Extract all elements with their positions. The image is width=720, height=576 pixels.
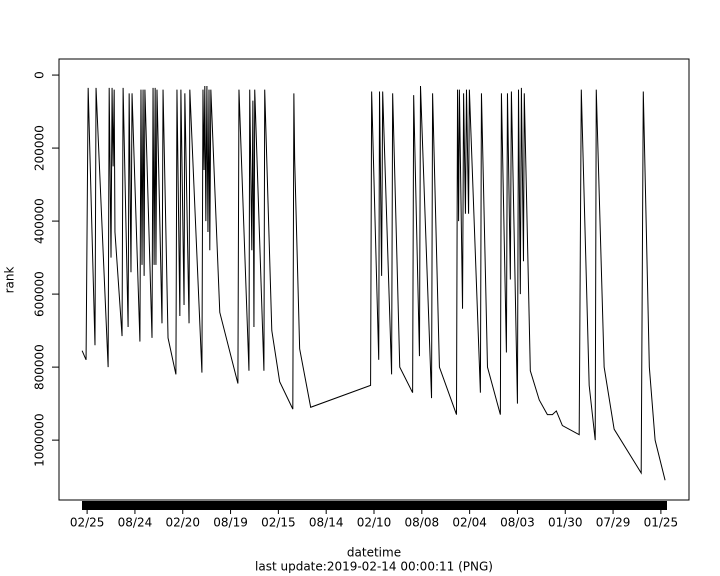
y-tick-label: 0	[33, 71, 47, 79]
x-axis-title: datetime	[347, 546, 401, 560]
y-tick-label: 400000	[33, 198, 47, 244]
x-tick-label: 02/25	[70, 516, 105, 530]
y-tick-label: 600000	[33, 271, 47, 317]
x-tick-label: 08/03	[500, 516, 535, 530]
footer: last update:2019-02-14 00:00:11 (PNG)	[255, 560, 493, 574]
x-tick-label: 02/10	[357, 516, 392, 530]
y-tick-label: 1000000	[33, 413, 47, 466]
rank-line	[81, 85, 666, 481]
x-tick-label: 08/19	[213, 516, 248, 530]
x-tick-label: 01/30	[548, 516, 583, 530]
x-tick-label: 01/25	[644, 516, 679, 530]
x-tick-label: 08/14	[309, 516, 344, 530]
x-tick-label: 07/29	[596, 516, 631, 530]
x-tick-label: 02/20	[165, 516, 200, 530]
x-axis-rug	[82, 501, 667, 510]
y-tick-label: 800000	[33, 344, 47, 390]
y-axis-title: rank	[3, 267, 17, 294]
x-tick-label: 02/04	[452, 516, 487, 530]
x-tick-label: 08/24	[118, 516, 153, 530]
x-tick-label: 02/15	[261, 516, 296, 530]
x-tick-label: 08/08	[405, 516, 440, 530]
y-tick-label: 200000	[33, 125, 47, 171]
plot-frame	[58, 58, 690, 501]
